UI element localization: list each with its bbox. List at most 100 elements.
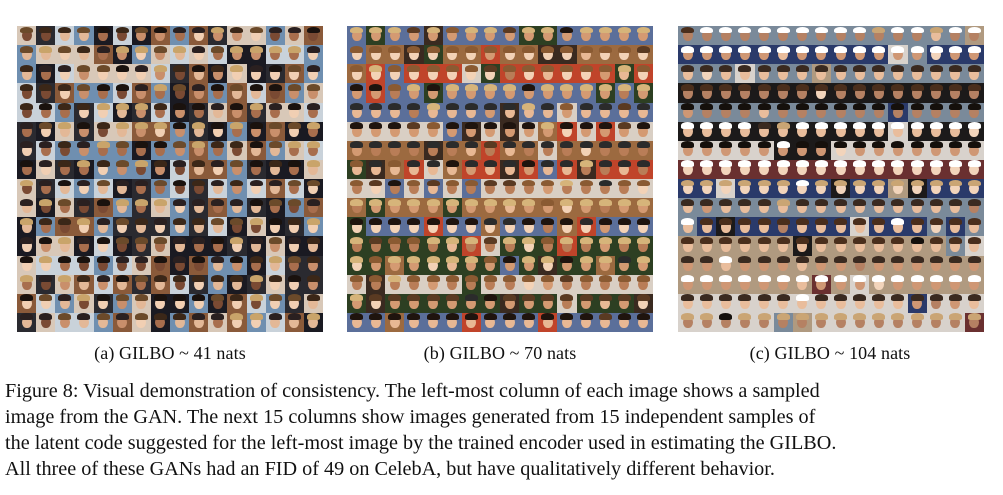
- face-sample: [811, 45, 831, 65]
- face-sample: [869, 293, 889, 313]
- face-sample: [208, 26, 228, 46]
- face-sample: [557, 198, 577, 218]
- face-sample: [404, 45, 424, 65]
- face-sample: [519, 26, 539, 46]
- caption-line: image from the GAN. The next 15 columns …: [5, 404, 1000, 430]
- face-sample: [112, 83, 132, 103]
- face-sample: [303, 26, 323, 46]
- face-sample: [869, 83, 889, 103]
- face-sample: [519, 179, 539, 199]
- face-sample: [697, 198, 717, 218]
- face-sample: [150, 121, 170, 141]
- face-sample: [850, 198, 870, 218]
- face-sample: [208, 159, 228, 179]
- face-sample: [93, 121, 113, 141]
- face-sample: [480, 83, 500, 103]
- face-sample: [404, 274, 424, 294]
- face-sample: [93, 255, 113, 275]
- face-sample: [189, 64, 209, 84]
- face-sample: [170, 217, 190, 237]
- subcaption-label: (c): [749, 343, 770, 363]
- face-sample: [404, 140, 424, 160]
- face-sample: [500, 179, 520, 199]
- face-sample: [614, 83, 634, 103]
- face-sample: [347, 64, 367, 84]
- face-sample: [500, 121, 520, 141]
- face-sample: [265, 179, 285, 199]
- face-sample: [773, 312, 793, 332]
- face-sample: [246, 236, 266, 256]
- face-sample: [633, 236, 653, 256]
- face-sample: [246, 179, 266, 199]
- face-sample: [442, 102, 462, 122]
- face-sample: [557, 102, 577, 122]
- face-sample: [792, 198, 812, 218]
- face-sample: [773, 255, 793, 275]
- face-sample: [678, 159, 698, 179]
- face-sample: [633, 217, 653, 237]
- face-sample: [754, 45, 774, 65]
- face-sample: [926, 217, 946, 237]
- face-sample: [36, 26, 56, 46]
- face-sample: [773, 64, 793, 84]
- face-sample: [831, 159, 851, 179]
- face-sample: [773, 159, 793, 179]
- face-sample: [519, 64, 539, 84]
- face-sample: [519, 217, 539, 237]
- face-sample: [716, 159, 736, 179]
- face-sample: [773, 293, 793, 313]
- face-sample: [227, 121, 247, 141]
- face-sample: [735, 179, 755, 199]
- face-sample: [888, 217, 908, 237]
- face-sample: [614, 236, 634, 256]
- face-sample: [907, 274, 927, 294]
- face-sample: [754, 217, 774, 237]
- caption-run: . The next 15 columns show images genera…: [177, 406, 816, 428]
- face-sample: [404, 198, 424, 218]
- face-sample: [442, 45, 462, 65]
- face-sample: [189, 255, 209, 275]
- face-sample: [74, 312, 94, 332]
- face-sample: [716, 45, 736, 65]
- face-sample: [716, 26, 736, 46]
- face-sample: [735, 255, 755, 275]
- face-sample: [538, 64, 558, 84]
- face-sample: [792, 255, 812, 275]
- face-sample: [74, 198, 94, 218]
- face-sample: [112, 274, 132, 294]
- face-sample: [926, 26, 946, 46]
- face-sample: [633, 179, 653, 199]
- face-sample: [246, 45, 266, 65]
- face-sample: [423, 121, 443, 141]
- face-sample: [150, 198, 170, 218]
- face-sample: [36, 45, 56, 65]
- face-sample: [907, 64, 927, 84]
- face-sample: [831, 255, 851, 275]
- face-sample: [480, 236, 500, 256]
- face-sample: [945, 83, 965, 103]
- face-sample: [55, 83, 75, 103]
- face-sample: [926, 102, 946, 122]
- face-sample: [850, 102, 870, 122]
- face-sample: [538, 26, 558, 46]
- face-sample: [17, 255, 37, 275]
- subcaption-label: (a): [94, 343, 115, 363]
- face-sample: [170, 26, 190, 46]
- face-sample: [480, 45, 500, 65]
- face-sample: [735, 217, 755, 237]
- face-sample: [831, 140, 851, 160]
- face-sample: [500, 236, 520, 256]
- face-sample: [697, 236, 717, 256]
- face-sample: [347, 159, 367, 179]
- face-sample: [716, 121, 736, 141]
- face-sample: [150, 312, 170, 332]
- face-sample: [170, 312, 190, 332]
- face-sample: [735, 26, 755, 46]
- face-sample: [93, 217, 113, 237]
- caption-run: s had an: [193, 458, 265, 480]
- face-sample: [74, 45, 94, 65]
- face-sample: [246, 274, 266, 294]
- face-sample: [945, 179, 965, 199]
- face-sample: [964, 179, 984, 199]
- face-sample: [170, 274, 190, 294]
